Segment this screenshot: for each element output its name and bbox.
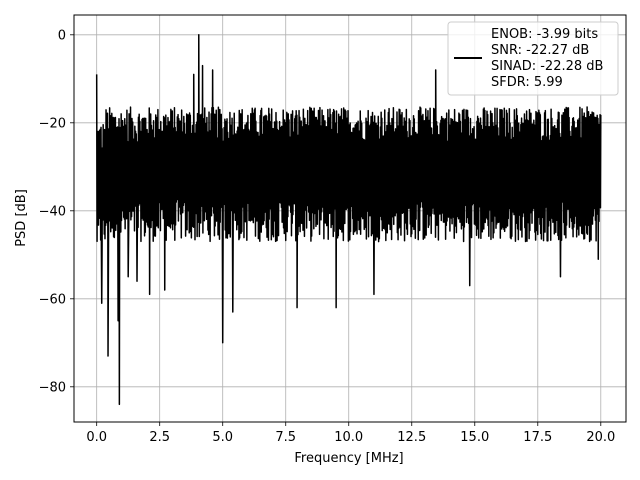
plot-area: [95, 34, 602, 406]
y-tick-label: −60: [39, 292, 66, 307]
legend-enob: ENOB: -3.99 bits: [491, 27, 598, 42]
x-tick-label: 17.5: [523, 430, 552, 445]
x-tick-label: 0.0: [86, 430, 107, 445]
y-tick-label: −20: [39, 116, 66, 131]
x-tick-label: 10.0: [334, 430, 363, 445]
x-tick-label: 7.5: [275, 430, 296, 445]
x-tick-label: 20.0: [586, 430, 615, 445]
axes-frame: [73, 14, 627, 423]
y-tick-label: −80: [39, 380, 66, 395]
legend-box: [447, 21, 619, 96]
legend-sinad: SINAD: -22.28 dB: [491, 59, 603, 74]
y-tick-label: −40: [39, 204, 66, 219]
x-tick-label: 2.5: [149, 430, 170, 445]
y-tick-label: 0: [58, 28, 66, 43]
axis-ticks: 0.0 2.5 5.0 7.5 10.0 12.5 15.0 17.5 20.0 0 −20 −40 −…: [39, 28, 616, 445]
x-tick-label: 15.0: [460, 430, 489, 445]
legend-sfdr: SFDR: 5.99: [491, 75, 563, 90]
y-axis-label: PSD [dB]: [14, 189, 29, 247]
psd-series-line: [95, 34, 602, 406]
legend-snr: SNR: -22.27 dB: [491, 43, 589, 58]
legend: ENOB: -3.99 bits SNR: -22.27 dB SINAD: -…: [447, 21, 619, 96]
x-axis-label: Frequency [MHz]: [294, 451, 403, 466]
x-tick-label: 12.5: [397, 430, 426, 445]
x-tick-label: 5.0: [212, 430, 233, 445]
